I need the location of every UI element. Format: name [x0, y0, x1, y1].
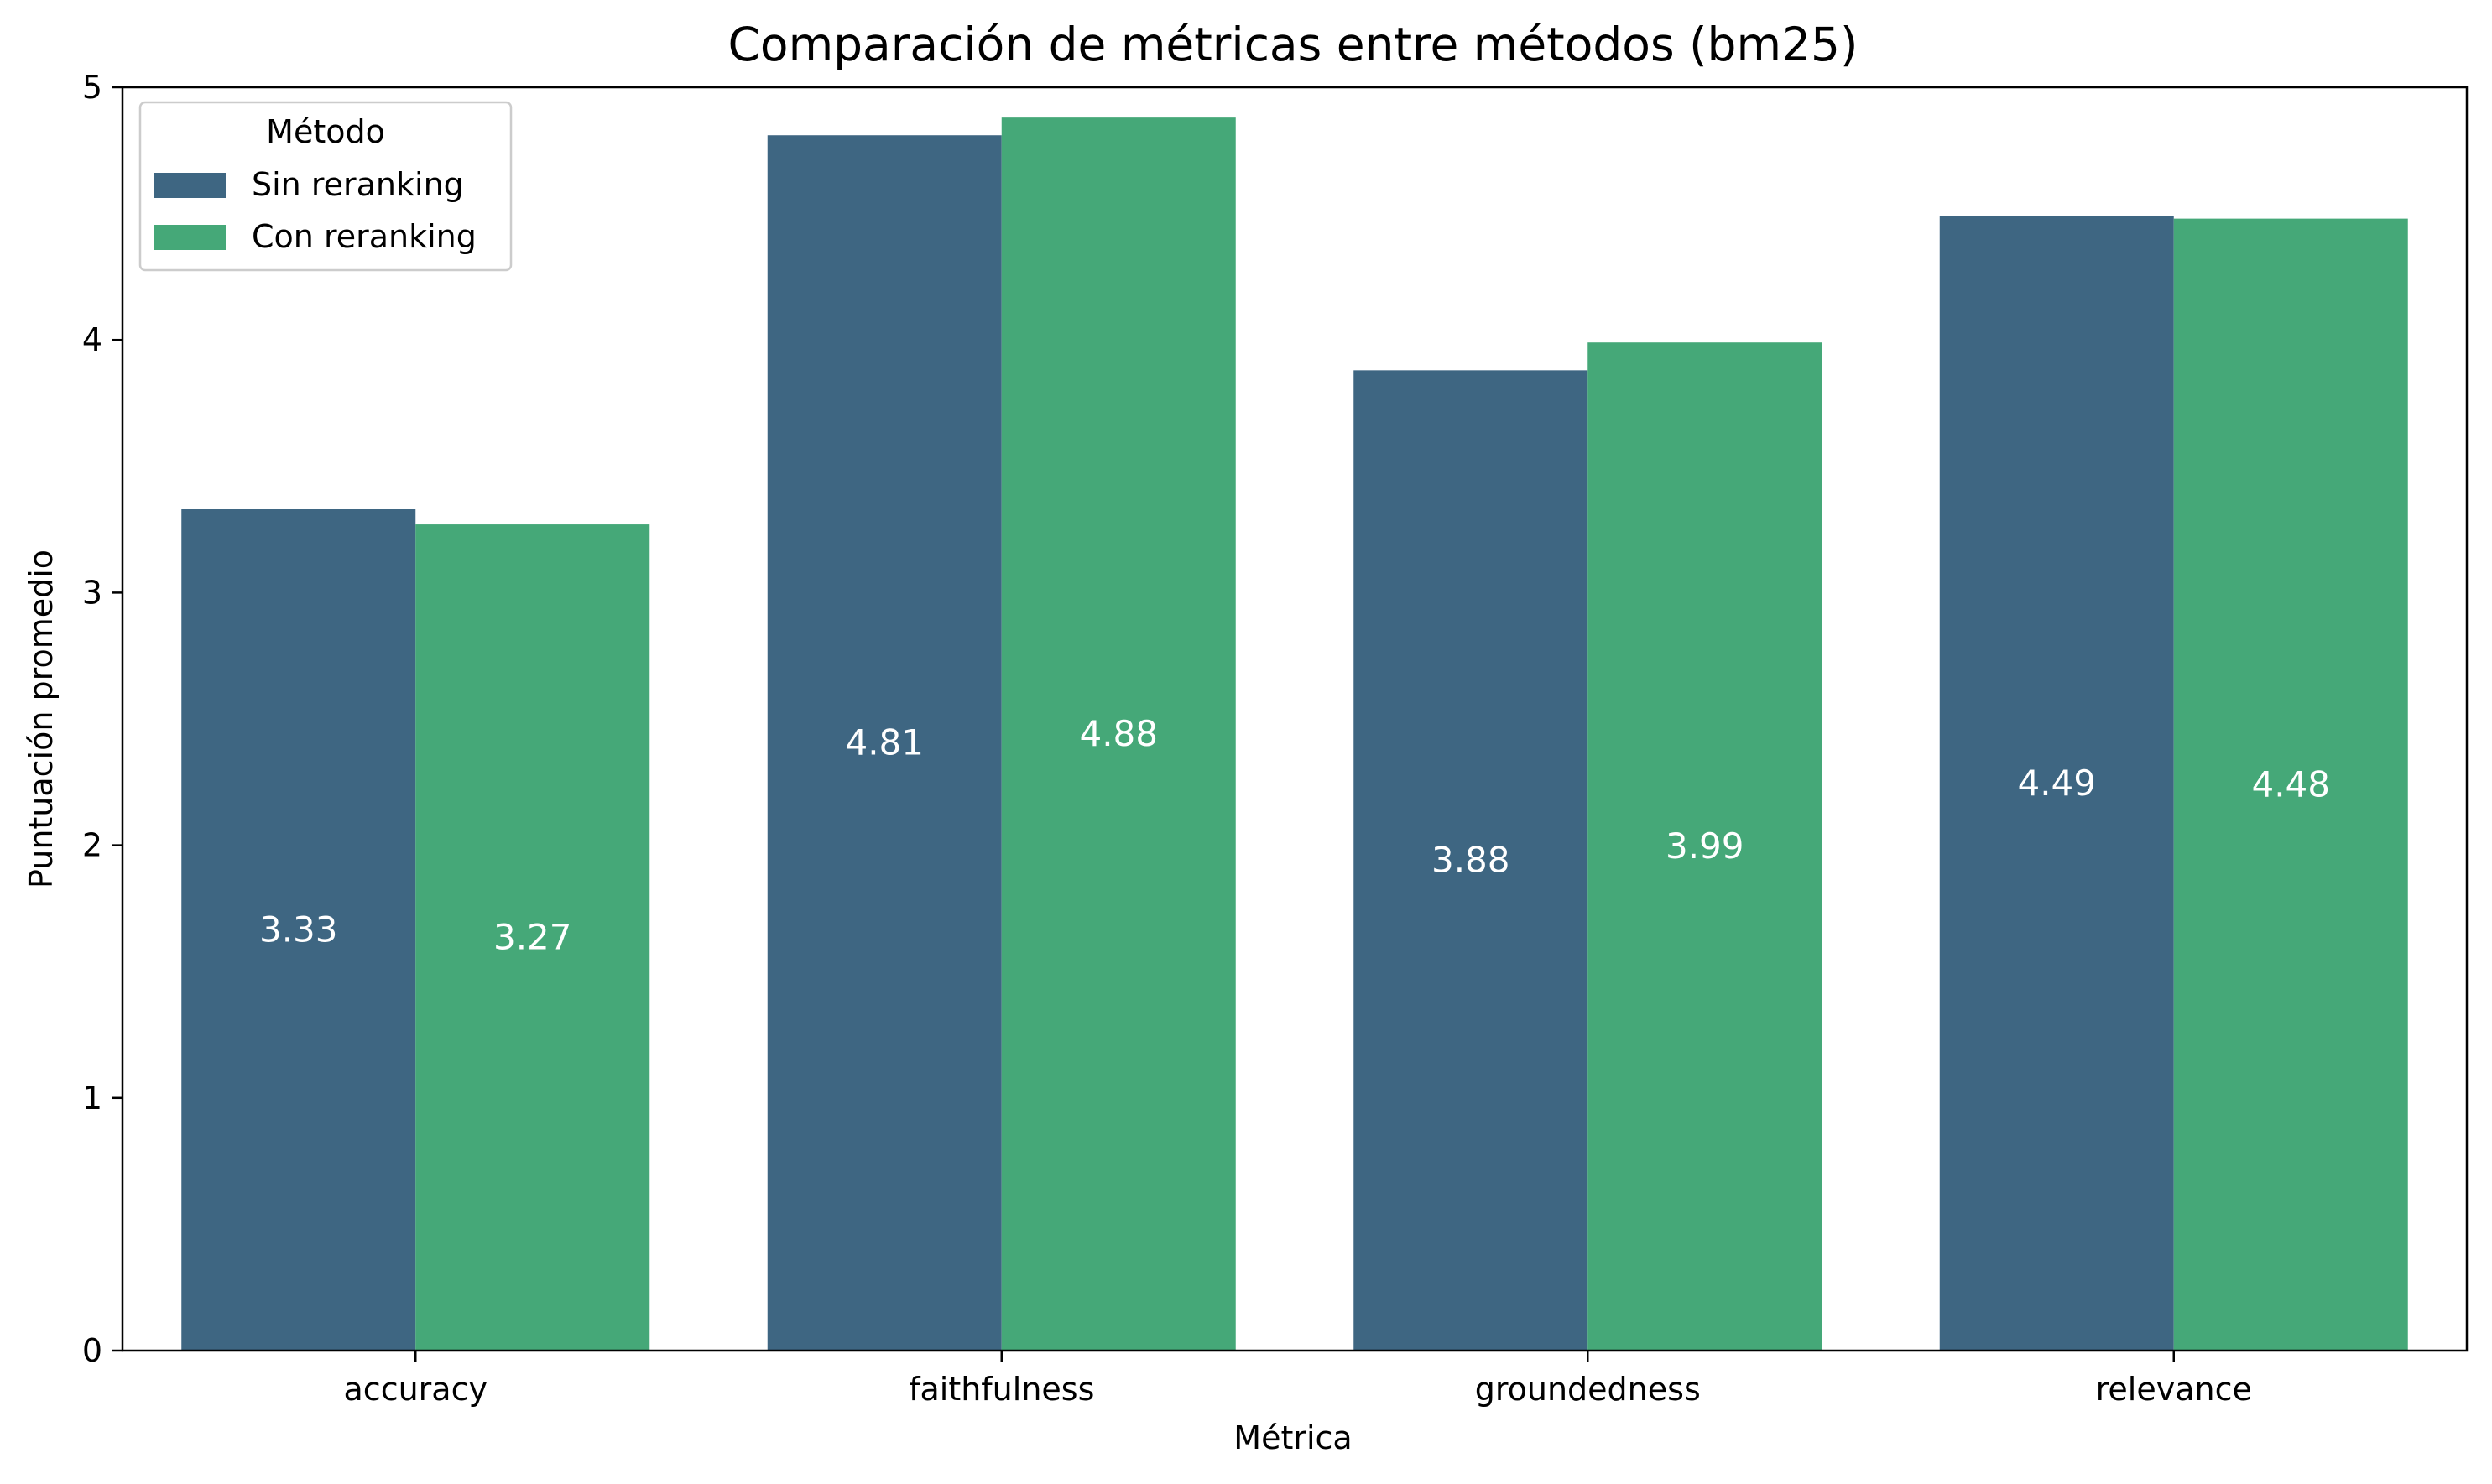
y-tick-label: 0: [82, 1332, 102, 1369]
y-tick-label: 3: [82, 574, 102, 611]
y-tick-label: 2: [82, 827, 102, 864]
x-tick-label-relevance: relevance: [2096, 1371, 2252, 1408]
bar-value-labels: 3.33 3.27 4.81 4.88 3.88 3.99 4.49 4.48: [259, 713, 2330, 957]
x-axis-label: Métrica: [1233, 1419, 1352, 1456]
bars: [181, 117, 2408, 1351]
bar-accuracy-con-reranking: [415, 524, 650, 1351]
chart-title: Comparación de métricas entre métodos (b…: [728, 18, 1859, 71]
plot-frame: [121, 86, 2469, 1352]
y-tick-label: 5: [82, 69, 102, 106]
legend-label-sin-reranking: Sin reranking: [252, 166, 464, 203]
bar-relevance-con-reranking: [2173, 218, 2408, 1351]
y-tick-label: 4: [82, 321, 102, 358]
bar-groundedness-sin-reranking: [1353, 370, 1588, 1351]
bar-faithfulness-sin-reranking: [767, 135, 1002, 1351]
legend-label-con-reranking: Con reranking: [252, 218, 477, 255]
legend: Método Sin reranking Con reranking: [138, 101, 513, 272]
bar-value-label-accuracy-sin-reranking: 3.33: [259, 909, 338, 950]
bar-value-label-groundedness-sin-reranking: 3.88: [1431, 840, 1510, 881]
x-axis: accuracy faithfulness groundedness relevanc…: [344, 1351, 2252, 1408]
y-axis: 0 1 2 3 4 5: [82, 69, 123, 1369]
bar-relevance-sin-reranking: [1939, 216, 2174, 1351]
bar-faithfulness-con-reranking: [1001, 117, 1236, 1351]
legend-swatch-sin-reranking: [154, 173, 226, 198]
bar-value-label-faithfulness-sin-reranking: 4.81: [845, 722, 924, 763]
x-tick-label-groundedness: groundedness: [1475, 1371, 1701, 1408]
x-tick-label-accuracy: accuracy: [344, 1371, 487, 1408]
bar-value-label-accuracy-con-reranking: 3.27: [493, 917, 572, 958]
y-axis-label: Puntuación promedio: [23, 549, 60, 888]
bar-value-label-groundedness-con-reranking: 3.99: [1666, 825, 1744, 867]
bar-value-label-relevance-sin-reranking: 4.49: [2017, 763, 2096, 804]
bar-accuracy-sin-reranking: [181, 509, 416, 1351]
legend-frame: [138, 101, 513, 272]
bar-value-label-faithfulness-con-reranking: 4.88: [1079, 713, 1158, 754]
bar-value-label-relevance-con-reranking: 4.48: [2251, 763, 2330, 804]
x-tick-label-faithfulness: faithfulness: [909, 1371, 1094, 1408]
legend-swatch-con-reranking: [154, 225, 226, 250]
y-tick-label: 1: [82, 1080, 102, 1117]
bar-groundedness-con-reranking: [1587, 342, 1822, 1351]
legend-title: Método: [266, 113, 385, 150]
